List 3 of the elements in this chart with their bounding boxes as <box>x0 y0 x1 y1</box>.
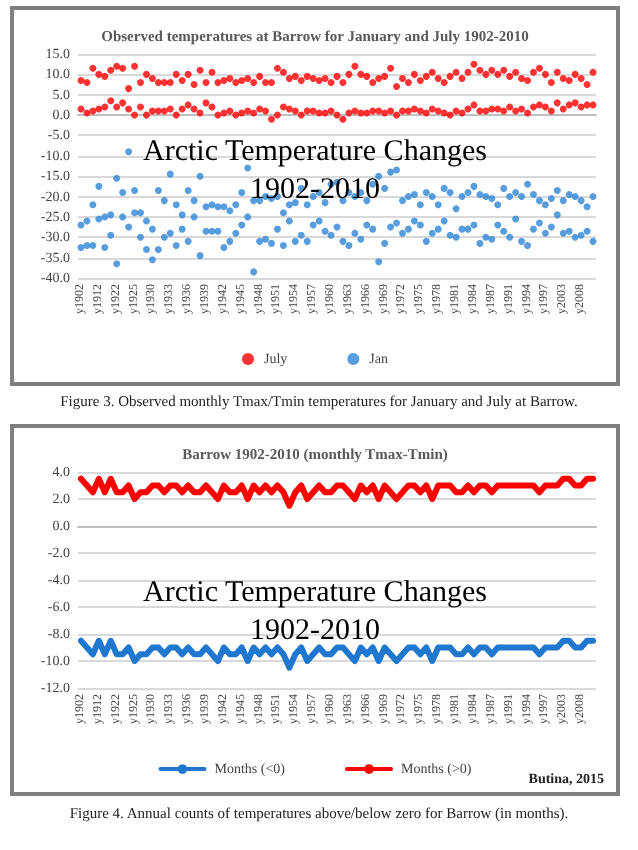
annotation: Arctic Temperature Changes 1902-2010 <box>143 576 488 647</box>
line-series <box>77 637 597 671</box>
line-series <box>77 475 597 509</box>
